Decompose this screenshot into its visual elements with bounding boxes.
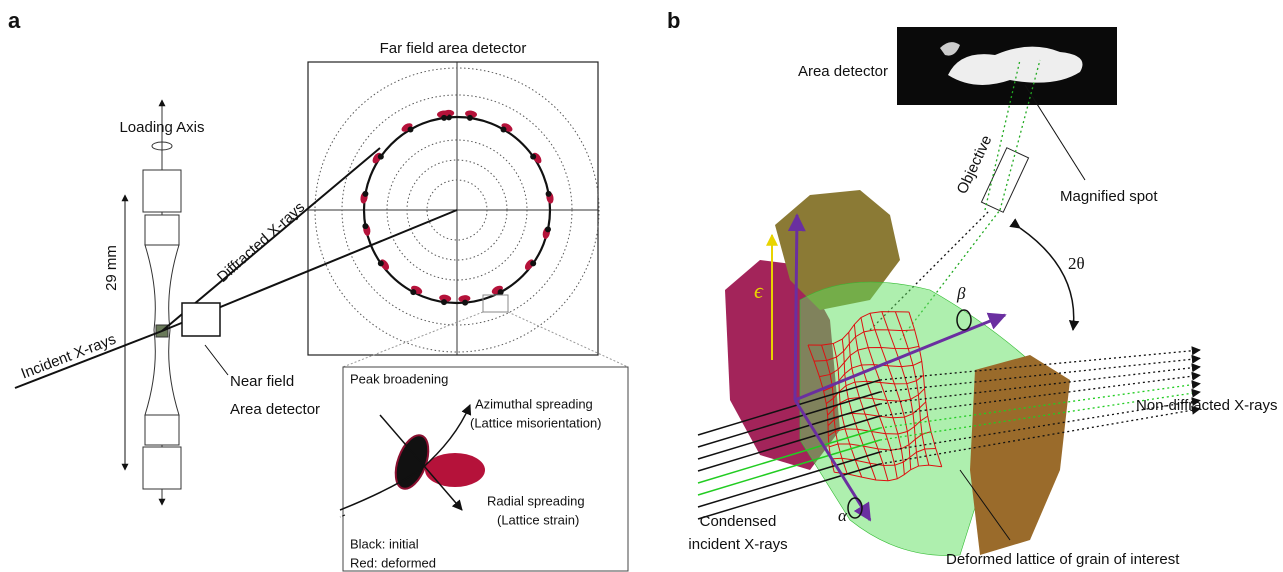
beam-label: Condensed xyxy=(700,513,777,530)
objective-body xyxy=(981,148,1028,213)
epsilon: ϵ xyxy=(754,278,764,303)
black-spot xyxy=(362,223,368,229)
panel-label: a xyxy=(8,8,21,33)
black-spot xyxy=(462,300,468,306)
two-theta: 2θ xyxy=(1068,254,1085,273)
detector-label: Area detector xyxy=(798,63,888,80)
detector-title: Far field area detector xyxy=(380,40,527,57)
pointer xyxy=(205,345,228,375)
beam-label: Non-diffracted X-rays xyxy=(1136,397,1277,414)
black-spot xyxy=(530,260,536,266)
black-spot xyxy=(408,126,414,132)
black-spot xyxy=(362,191,368,197)
black-spot xyxy=(378,260,384,266)
black-spot xyxy=(545,226,551,232)
length-label: 29 mm xyxy=(103,245,120,291)
lattice-label: Deformed lattice of grain of interest xyxy=(946,551,1180,568)
inset-text: (Lattice strain) xyxy=(497,512,579,527)
spot-label: Magnified spot xyxy=(1060,188,1158,205)
beam-label: incident X-rays xyxy=(688,536,787,553)
near-field-label: Near field xyxy=(230,373,294,390)
beam-label: Diffracted X-rays xyxy=(214,199,308,286)
grip xyxy=(143,447,181,489)
specimen xyxy=(143,100,181,505)
zoom-line xyxy=(343,312,483,367)
grain xyxy=(970,355,1070,555)
detector-frame xyxy=(308,62,598,355)
axis-arrow xyxy=(795,215,797,400)
inset-text: Black: initial xyxy=(350,536,419,551)
inset-text: Radial spreading xyxy=(487,493,585,508)
near-field-detector xyxy=(182,303,220,336)
grip xyxy=(145,415,179,445)
black-spot xyxy=(378,154,384,160)
black-spot xyxy=(501,126,507,132)
panel-label: b xyxy=(667,8,680,33)
figure: a Far field area detector Peak broadenin… xyxy=(0,0,1283,572)
alpha: α xyxy=(838,506,848,525)
objective xyxy=(981,148,1028,213)
far-field-detector xyxy=(308,62,599,355)
beta: β xyxy=(956,284,966,303)
black-spot xyxy=(530,154,536,160)
black-spot xyxy=(546,191,552,197)
angle-arc xyxy=(1020,228,1074,330)
red-spot xyxy=(425,453,485,487)
inset-text: Red: deformed xyxy=(350,555,436,570)
black-spot xyxy=(467,115,473,121)
grip xyxy=(145,215,179,245)
axis-label: Loading Axis xyxy=(119,119,204,136)
beam-label: Incident X-rays xyxy=(19,331,118,383)
zoom-line xyxy=(508,312,628,367)
inset-text: Azimuthal spreading xyxy=(475,396,593,411)
black-spot xyxy=(498,289,504,295)
inset-text: (Lattice misorientation) xyxy=(470,415,602,430)
black-spot xyxy=(441,115,447,121)
near-field-label: Area detector xyxy=(230,401,320,418)
grip xyxy=(143,170,181,212)
inset-title: Peak broadening xyxy=(350,371,448,386)
black-spot xyxy=(441,299,447,305)
black-spot xyxy=(410,289,416,295)
